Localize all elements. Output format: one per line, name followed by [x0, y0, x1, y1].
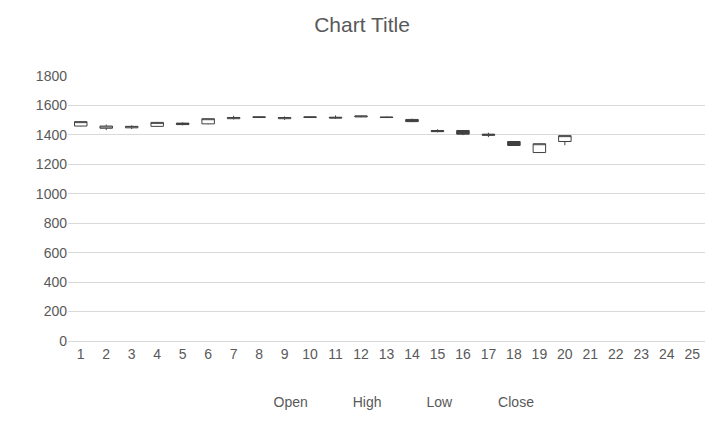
svg-text:24: 24: [659, 346, 675, 362]
svg-text:8: 8: [255, 346, 263, 362]
svg-text:0: 0: [59, 333, 67, 349]
svg-text:1800: 1800: [36, 68, 67, 84]
svg-text:5: 5: [179, 346, 187, 362]
svg-text:25: 25: [684, 346, 700, 362]
svg-text:1000: 1000: [36, 186, 67, 202]
svg-text:6: 6: [204, 346, 212, 362]
svg-text:23: 23: [634, 346, 650, 362]
svg-text:9: 9: [281, 346, 289, 362]
svg-text:18: 18: [506, 346, 522, 362]
svg-text:1: 1: [77, 346, 85, 362]
svg-text:Open: Open: [274, 394, 308, 410]
svg-text:15: 15: [430, 346, 446, 362]
svg-text:2: 2: [102, 346, 110, 362]
svg-text:1600: 1600: [36, 97, 67, 113]
svg-text:21: 21: [583, 346, 599, 362]
svg-text:13: 13: [379, 346, 395, 362]
svg-text:High: High: [353, 394, 382, 410]
svg-text:20: 20: [557, 346, 573, 362]
svg-text:800: 800: [44, 215, 68, 231]
svg-text:600: 600: [44, 245, 68, 261]
svg-text:7: 7: [230, 346, 238, 362]
svg-text:1400: 1400: [36, 127, 67, 143]
svg-text:10: 10: [302, 346, 318, 362]
svg-text:Low: Low: [427, 394, 454, 410]
svg-text:11: 11: [328, 346, 343, 362]
svg-text:Close: Close: [498, 394, 534, 410]
svg-text:22: 22: [608, 346, 624, 362]
svg-text:3: 3: [128, 346, 136, 362]
svg-text:17: 17: [481, 346, 497, 362]
svg-text:400: 400: [44, 274, 68, 290]
svg-text:16: 16: [455, 346, 471, 362]
svg-text:Chart Title: Chart Title: [314, 13, 410, 36]
svg-text:19: 19: [532, 346, 548, 362]
svg-text:1200: 1200: [36, 156, 67, 172]
svg-text:200: 200: [44, 303, 68, 319]
svg-text:4: 4: [153, 346, 161, 362]
svg-text:12: 12: [353, 346, 369, 362]
svg-text:14: 14: [404, 346, 420, 362]
